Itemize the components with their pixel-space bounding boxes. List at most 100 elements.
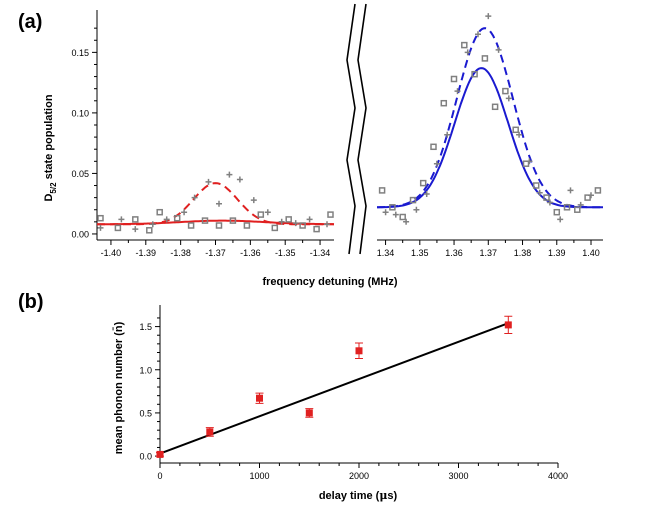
data-point-square — [271, 224, 279, 232]
x-tick-label: 0 — [157, 471, 162, 481]
data-point-plus — [97, 224, 104, 231]
x-tick-label: -1.39 — [136, 248, 157, 258]
y-tick-label: 0.15 — [71, 48, 89, 58]
data-point-square — [481, 55, 489, 62]
data-point-plus — [382, 209, 389, 216]
data-point-plus — [454, 88, 461, 95]
data-point-square — [491, 103, 499, 111]
data-point-plus — [149, 221, 156, 228]
data-point-plus — [526, 158, 533, 165]
x-tick-label: -1.38 — [170, 248, 191, 258]
data-point-plus — [392, 211, 399, 218]
data-point-square — [532, 182, 540, 189]
data-point-square — [299, 222, 306, 229]
x-tick-label: -1.34 — [310, 248, 331, 258]
data-point-square — [243, 222, 251, 229]
data-point-square — [584, 194, 591, 201]
data-point — [355, 347, 363, 355]
data-point-plus — [567, 187, 574, 194]
y-tick-label: 1.0 — [139, 365, 152, 375]
axis-break-line — [346, 3, 356, 255]
data-point-plus — [536, 189, 543, 196]
data-point-square — [450, 75, 458, 83]
data-point-plus — [403, 218, 410, 225]
fit-curve-solid — [377, 67, 603, 209]
data-point-plus — [546, 199, 553, 206]
x-tick-label: 1.40 — [582, 248, 600, 258]
data-point-square — [512, 126, 519, 134]
panel-a-right-plot: 1.34 1.35 1.36 1.37 1.38 1.39 1.40 — [377, 13, 603, 258]
data-point-square — [419, 179, 427, 187]
data-point-plus — [577, 201, 584, 208]
data-point-plus — [181, 209, 188, 216]
x-tick-label: 1.34 — [377, 248, 395, 258]
fit-curve-dashed — [377, 27, 603, 209]
data-point-plus — [163, 216, 170, 223]
data-point-square — [389, 204, 396, 211]
data-point-square — [327, 211, 334, 218]
x-tick-label: 1000 — [249, 471, 269, 481]
data-point-plus — [226, 171, 233, 178]
data-point-square — [173, 214, 181, 222]
data-point-plus — [423, 191, 430, 197]
data-point-square — [97, 214, 104, 222]
data-point-square — [132, 216, 139, 223]
data-point-plus — [475, 31, 481, 38]
data-point-plus — [588, 192, 594, 199]
data-point-square — [563, 204, 571, 211]
x-tick-label: -1.36 — [240, 248, 261, 258]
x-tick-label: 1.38 — [514, 248, 532, 258]
data-point-plus — [324, 221, 330, 228]
y-tick-label: 1.5 — [139, 322, 152, 332]
x-tick-label: 1.39 — [548, 248, 566, 258]
x-tick-label: 1.36 — [445, 248, 463, 258]
data-point-square — [543, 194, 550, 201]
axis-break-marks — [346, 3, 367, 255]
data-point-square — [522, 160, 530, 167]
data-point-square — [553, 208, 561, 216]
data-point-plus — [557, 216, 564, 223]
data-point-plus — [205, 178, 212, 185]
data-point-square — [461, 41, 468, 49]
data-point-plus — [505, 95, 512, 102]
x-tick-label: -1.35 — [275, 248, 296, 258]
data-point-plus — [118, 216, 125, 223]
x-tick-label: 1.37 — [480, 248, 498, 258]
data-point-plus — [292, 220, 299, 227]
panel-a-xlabel: frequency detuning (MHz) — [262, 276, 397, 288]
panel-b-plot: 0.0 0.5 1.0 1.5 0 1000 2000 3000 4000 — [139, 305, 568, 481]
x-tick-label: -1.40 — [101, 248, 122, 258]
data-point-plus — [464, 49, 471, 56]
panel-a-left-plot: 0.00 0.05 0.10 0.15 -1.40 -1.39 -1.38 -1.37 -1.3… — [71, 10, 335, 258]
data-point-plus — [413, 206, 420, 213]
fit-line — [159, 322, 509, 455]
data-point-square — [378, 187, 386, 194]
data-point-plus — [216, 200, 222, 207]
data-point-square — [156, 208, 163, 216]
data-point-plus — [278, 218, 285, 225]
y-tick-label: 0.0 — [139, 452, 152, 462]
data-point — [156, 450, 164, 458]
data-point-square — [313, 225, 320, 233]
data-point-square — [440, 99, 448, 107]
y-tick-label: 0.10 — [71, 108, 89, 118]
x-tick-label: -1.37 — [205, 248, 226, 258]
data-point-plus — [433, 160, 440, 167]
panel-label-b: (b) — [18, 291, 44, 313]
y-tick-label: 0.05 — [71, 169, 89, 179]
x-tick-label: 4000 — [548, 471, 568, 481]
data-point-square — [114, 224, 122, 232]
panel-label-a: (a) — [18, 11, 42, 33]
data-point-square — [574, 206, 581, 213]
data-point-square — [285, 216, 292, 223]
data-point-plus — [444, 131, 451, 138]
data-point-square — [502, 87, 509, 95]
x-tick-label: 3000 — [448, 471, 468, 481]
data-point-square — [594, 187, 602, 194]
data-point — [504, 321, 512, 329]
panel-b-ylabel: mean phonon number (n̄) — [113, 321, 125, 454]
axis-break-line — [357, 3, 367, 255]
data-point-square — [215, 222, 223, 229]
data-point-square — [146, 227, 153, 234]
panel-a-ylabel: D5/2 state population — [43, 94, 58, 201]
